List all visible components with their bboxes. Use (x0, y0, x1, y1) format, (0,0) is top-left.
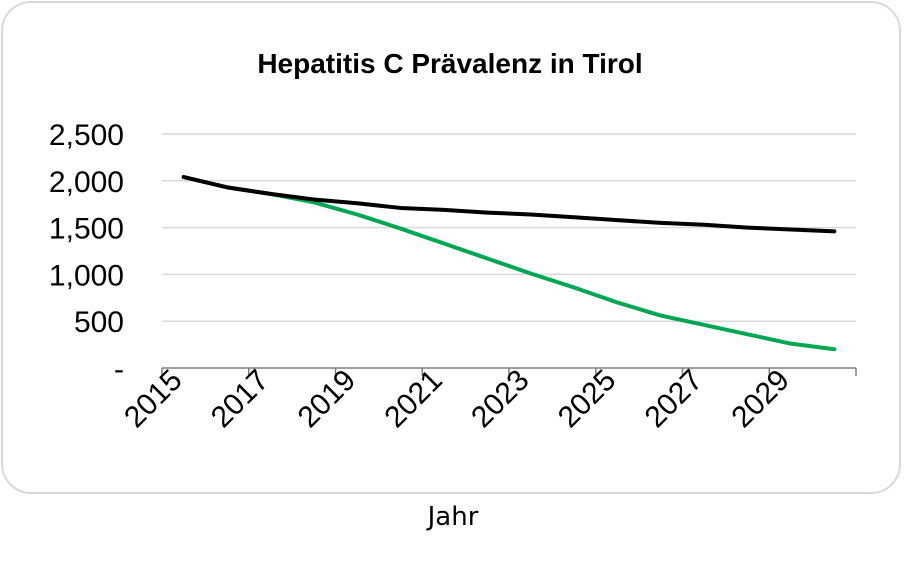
x-axis-label: Jahr (427, 502, 479, 532)
x-tick-label: 2029 (725, 364, 796, 435)
x-tick-label: 2023 (465, 364, 536, 435)
axes (161, 367, 857, 376)
x-tick-label: 2015 (118, 364, 189, 435)
series-line-2 (181, 175, 837, 234)
y-tick-label: 2,000 (49, 166, 124, 199)
y-tick-label: 500 (74, 306, 124, 339)
series-lines (181, 175, 837, 352)
y-tick-label: 1,500 (49, 213, 124, 246)
y-tick-label: 1,000 (49, 259, 124, 292)
x-tick-label: 2027 (639, 364, 710, 435)
y-tick-label: - (114, 353, 124, 386)
y-tick-label: 2,500 (49, 119, 124, 152)
x-tick-label: 2021 (378, 364, 449, 435)
chart-title: Hepatitis C Prävalenz in Tirol (257, 48, 643, 79)
x-axis-ticks: 2015 2017 2019 2021 2023 2025 2027 2029 (118, 364, 796, 435)
x-tick-label: 2019 (292, 364, 363, 435)
y-axis-ticks: - 500 1,000 1,500 2,000 2,500 (49, 119, 124, 386)
series-line-1 (181, 175, 837, 352)
x-tick-label: 2025 (552, 364, 623, 435)
x-tick-label: 2017 (205, 364, 276, 435)
